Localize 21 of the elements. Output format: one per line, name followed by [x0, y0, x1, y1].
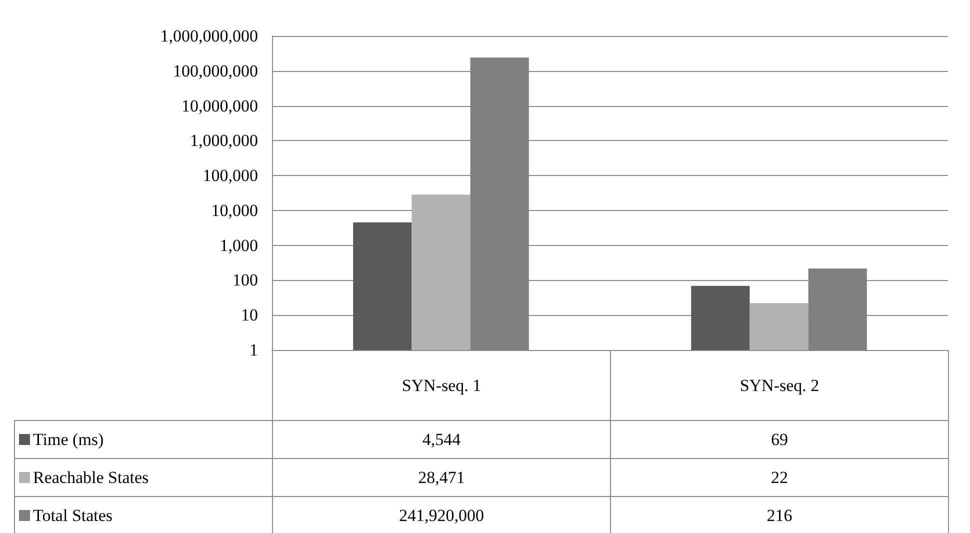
y-tick-label: 1,000,000 — [190, 131, 258, 150]
y-tick-label: 100,000,000 — [173, 61, 258, 80]
data-label: 216 — [610, 496, 948, 533]
y-tick-label: 10,000 — [211, 200, 258, 220]
y-tick-label: 1,000,000,000 — [160, 26, 258, 46]
data-label: 69 — [610, 420, 948, 458]
y-tick-label: 10 — [241, 306, 258, 325]
x-tick-label: SYN-seq. 1 — [272, 350, 610, 420]
data-label: 241,920,000 — [272, 496, 610, 533]
y-tick-label: 10,000,000 — [182, 96, 258, 116]
legend-label: Reachable States — [32, 468, 149, 486]
data-label: 28,471 — [272, 458, 610, 496]
y-tick-label: 100 — [232, 270, 258, 290]
legend-label: Time (ms) — [32, 430, 104, 448]
y-tick-label: 100,000 — [202, 166, 258, 186]
x-tick-label: SYN-seq. 2 — [610, 350, 948, 420]
data-label: 4,544 — [272, 420, 610, 458]
legend-label: Total States — [32, 506, 113, 524]
y-tick-label: 1 — [250, 340, 258, 360]
y-tick-label: 1,000 — [220, 236, 258, 255]
data-label: 22 — [610, 458, 948, 496]
